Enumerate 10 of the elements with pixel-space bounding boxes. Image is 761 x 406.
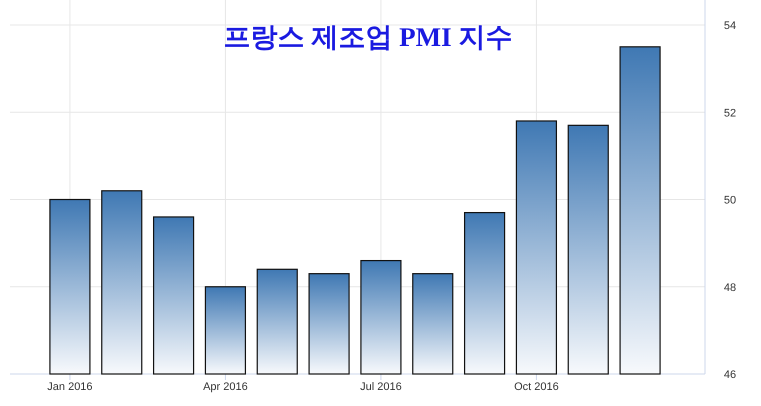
y-tick-label: 52 [724,107,736,120]
chart-title: 프랑스 제조업 PMI 지수 [224,22,512,52]
y-tick-label: 46 [724,369,736,381]
y-tick-label: 50 [724,194,736,206]
y-tick-label: 48 [724,282,736,294]
x-tick-label: Jul 2016 [360,381,402,393]
x-tick-label: Apr 2016 [203,381,248,393]
y-tick-label: 54 [724,20,736,32]
x-tick-label: Jan 2016 [47,381,93,393]
x-tick-label: Oct 2016 [514,381,559,393]
